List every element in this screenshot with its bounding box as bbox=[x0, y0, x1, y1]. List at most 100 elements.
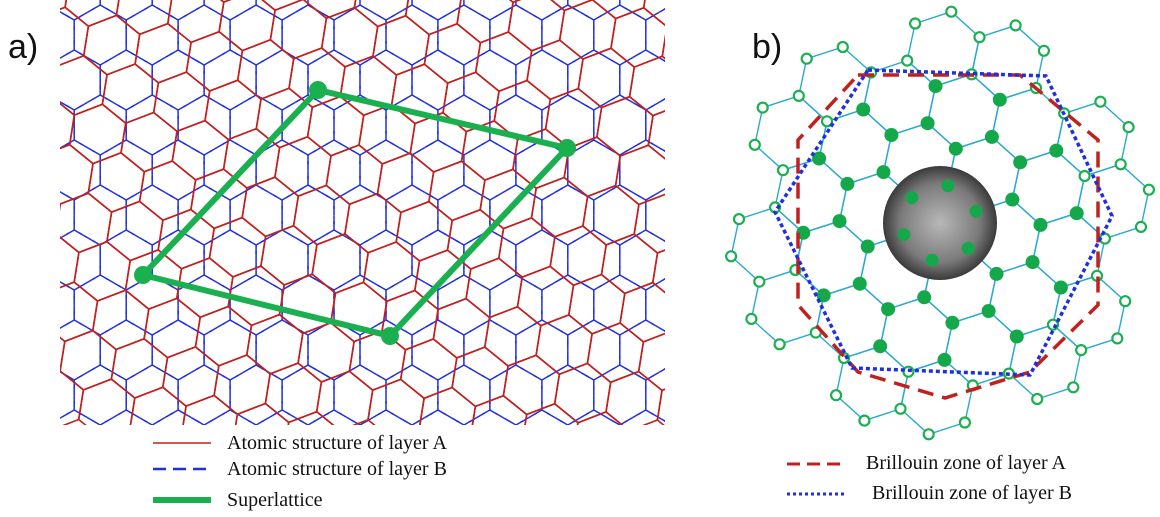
reciprocal-point-open bbox=[732, 213, 746, 226]
layer-a-hexagon bbox=[287, 410, 335, 425]
reciprocal-point-open bbox=[748, 138, 761, 151]
reciprocal-point-filled bbox=[856, 102, 871, 117]
layer-b-hexagon bbox=[177, 364, 231, 425]
layer-b-hexagon bbox=[672, 410, 724, 470]
layer-b-hexagon bbox=[619, 319, 665, 381]
superlattice-edge bbox=[140, 87, 321, 278]
layer-a-hexagon bbox=[353, 0, 410, 28]
reciprocal-point-open bbox=[901, 54, 914, 67]
layer-b-hexagon bbox=[203, 49, 257, 111]
reciprocal-point-filled bbox=[1053, 280, 1068, 295]
layer-a-hexagon bbox=[628, 55, 665, 117]
layer-b-hexagon bbox=[645, 8, 665, 62]
layer-b-hexagon bbox=[0, 0, 48, 20]
reciprocal-point-filled bbox=[992, 92, 1007, 107]
reciprocal-point-open bbox=[724, 250, 738, 263]
reciprocal-point-open bbox=[958, 416, 972, 429]
legend-label-bz-a: Brillouin zone of layer A bbox=[866, 452, 1067, 474]
layer-a-hexagon bbox=[367, 378, 425, 425]
reciprocal-point-open bbox=[1122, 120, 1135, 134]
layer-b-hexagon bbox=[99, 319, 153, 381]
layer-b-hexagon bbox=[229, 364, 283, 425]
layer-b-hexagon bbox=[541, 184, 595, 246]
reciprocal-point-filled bbox=[937, 352, 952, 367]
layer-a-hexagon bbox=[60, 202, 62, 211]
reciprocal-point-open bbox=[1111, 332, 1124, 345]
reciprocal-point-filled bbox=[1069, 206, 1084, 221]
layer-b-hexagon bbox=[359, 319, 413, 381]
layer-b-hexagon bbox=[73, 94, 127, 156]
reciprocal-point-filled bbox=[920, 116, 935, 131]
reciprocal-point-open bbox=[858, 414, 871, 427]
layer-a-hexagon bbox=[0, 411, 51, 470]
legend-label-layer-a: Atomic structure of layer A bbox=[227, 432, 447, 454]
layer-a-hexagon bbox=[576, 410, 624, 425]
layer-b-hexagon bbox=[645, 188, 665, 242]
layer-b-hexagon bbox=[489, 364, 543, 425]
reciprocal-point-filled bbox=[984, 129, 999, 144]
layer-a-hexagon bbox=[471, 394, 528, 425]
layer-b-hexagon bbox=[489, 184, 543, 246]
layer-b-hexagon bbox=[229, 184, 283, 246]
reciprocal-point-filled bbox=[881, 302, 896, 317]
reciprocal-point-open bbox=[1009, 19, 1022, 32]
layer-b-hexagon bbox=[385, 364, 439, 425]
layer-b-hexagon bbox=[385, 274, 439, 336]
reciprocal-point-filled bbox=[1025, 255, 1040, 270]
layer-a-hexagon bbox=[60, 336, 66, 372]
layer-b-hexagon bbox=[619, 0, 665, 21]
layer-b-hexagon bbox=[672, 140, 724, 200]
reciprocal-point-filled bbox=[884, 128, 899, 142]
diffraction-disk bbox=[883, 166, 997, 280]
reciprocal-point-filled bbox=[1033, 217, 1048, 232]
reciprocal-point-open bbox=[1031, 392, 1044, 406]
layer-b-hexagon bbox=[255, 49, 309, 111]
layer-b-hexagon bbox=[177, 94, 231, 156]
layer-b-hexagon bbox=[125, 184, 179, 246]
reciprocal-point-filled bbox=[796, 225, 811, 240]
layer-b-hexagon bbox=[151, 319, 205, 381]
reciprocal-point-open bbox=[894, 402, 907, 415]
layer-b-hexagon bbox=[73, 184, 127, 246]
layer-b-hexagon bbox=[125, 364, 179, 425]
reciprocal-point-filled bbox=[928, 79, 943, 94]
reciprocal-point-filled bbox=[941, 179, 955, 193]
superlattice-edge bbox=[315, 87, 570, 151]
reciprocal-point-filled bbox=[925, 253, 939, 267]
layer-a-hexagon bbox=[507, 0, 566, 52]
layer-b-hexagon bbox=[645, 98, 665, 152]
reciprocal-point-filled bbox=[812, 151, 827, 166]
layer-b-hexagon bbox=[515, 229, 569, 291]
reciprocal-point-open bbox=[753, 275, 766, 288]
layer-b-hexagon bbox=[203, 139, 257, 201]
layer-b-hexagon bbox=[463, 409, 517, 425]
layer-b-hexagon bbox=[567, 409, 621, 425]
reciprocal-point-filled bbox=[1009, 329, 1024, 344]
panel-a: a) Atomic structure of layer A Atomic st… bbox=[0, 0, 724, 511]
layer-b-hexagon bbox=[99, 409, 153, 425]
legend-label-layer-b: Atomic structure of layer B bbox=[227, 458, 447, 480]
layer-b-hexagon bbox=[541, 364, 595, 425]
reciprocal-point-filled bbox=[961, 241, 975, 255]
layer-a-hexagon bbox=[524, 402, 579, 425]
reciprocal-point-open bbox=[1134, 220, 1148, 233]
layer-b-hexagon bbox=[60, 370, 75, 420]
layer-b-hexagon bbox=[672, 230, 724, 290]
superlattice-node bbox=[309, 81, 327, 99]
layer-a-hexagon bbox=[651, 249, 665, 294]
layer-a-hexagon bbox=[633, 193, 665, 254]
layer-b-hexagon bbox=[619, 139, 665, 201]
layer-b-hexagon bbox=[99, 139, 153, 201]
reciprocal-point-filled bbox=[816, 288, 831, 303]
reciprocal-point-open bbox=[820, 115, 834, 128]
panel-b: b) Brillouin zone of layer A Brillouin z… bbox=[724, 5, 1156, 504]
reciprocal-point-open bbox=[776, 164, 790, 177]
layer-a-hexagon bbox=[661, 34, 665, 60]
layer-b-hexagon bbox=[672, 0, 724, 20]
layer-a-lattice bbox=[0, 0, 665, 470]
layer-b-hexagon bbox=[567, 319, 621, 381]
layer-b-hexagon bbox=[255, 229, 309, 291]
reciprocal-point-filled bbox=[860, 239, 875, 254]
reciprocal-point-open bbox=[836, 40, 849, 54]
superlattice-node bbox=[381, 327, 399, 345]
